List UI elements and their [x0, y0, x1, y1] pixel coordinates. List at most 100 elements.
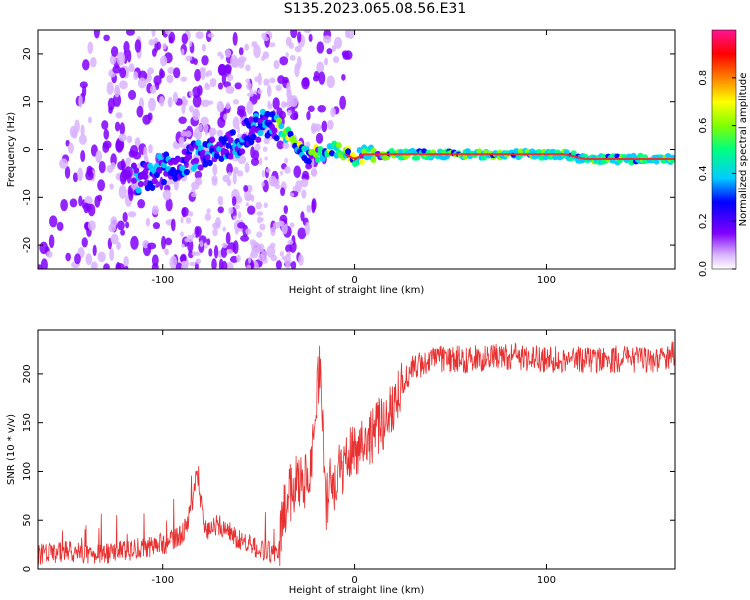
colorbar-scale: [711, 29, 737, 270]
heatmap-blob: [156, 166, 163, 174]
heatmap-blob: [274, 184, 281, 190]
heatmap-blob: [356, 147, 363, 154]
heatmap-blob: [653, 159, 660, 165]
heatmap-blob: [69, 198, 78, 208]
heatmap-blob: [120, 158, 126, 172]
heatmap-blob: [180, 76, 188, 82]
heatmap-blob: [220, 246, 228, 258]
heatmap-blob: [263, 137, 270, 145]
heatmap-blob: [189, 105, 194, 113]
heatmap-blob: [225, 231, 231, 245]
heatmap-blob: [563, 149, 570, 155]
heatmap-blob: [124, 265, 129, 269]
heatmap-blob: [164, 248, 169, 256]
heatmap-blob: [87, 41, 94, 54]
heatmap-blob: [267, 100, 271, 107]
heatmap-blob: [332, 56, 340, 64]
heatmap-blob: [345, 148, 352, 155]
heatmap-blob: [253, 44, 261, 59]
heatmap-blob: [290, 30, 298, 39]
heatmap-blob: [95, 150, 103, 164]
heatmap-blob: [187, 211, 194, 217]
heatmap-blob: [316, 41, 325, 54]
heatmap-blob: [181, 243, 185, 248]
heatmap-blob: [256, 211, 264, 216]
heatmap-blob: [318, 71, 326, 85]
y-tick-label: 50: [22, 514, 33, 527]
heatmap-blob: [181, 33, 189, 45]
heatmap-blob: [225, 85, 235, 94]
heatmap-blob: [116, 51, 126, 66]
heatmap-blob: [103, 128, 110, 140]
heatmap-blob: [227, 153, 234, 160]
heatmap-blob: [238, 47, 244, 56]
heatmap-blob: [221, 242, 228, 249]
heatmap-blob: [172, 91, 178, 104]
heatmap-blob: [264, 110, 271, 118]
heatmap-blob: [89, 56, 97, 68]
heatmap-blob: [265, 168, 271, 173]
heatmap-blob: [228, 207, 234, 215]
heatmap-blob: [78, 134, 87, 145]
heatmap-blob: [164, 237, 173, 246]
heatmap-blob: [283, 205, 288, 214]
colorbar-tick-label: 0.2: [698, 213, 709, 229]
heatmap-blob: [237, 211, 242, 220]
heatmap-blob: [87, 116, 93, 124]
heatmap-blob: [159, 68, 164, 80]
heatmap-blob: [282, 142, 290, 149]
heatmap-blob: [81, 237, 88, 248]
heatmap-blob: [285, 265, 290, 269]
heatmap-blob: [257, 243, 265, 253]
heatmap-blob: [197, 164, 204, 171]
heatmap-blob: [226, 163, 233, 175]
heatmap-blob: [114, 84, 120, 98]
heatmap-blob: [148, 143, 153, 154]
heatmap-blob: [232, 31, 238, 46]
heatmap-blob: [201, 99, 210, 108]
heatmap-blob: [200, 116, 209, 126]
heatmap-blob: [204, 243, 208, 249]
heatmap-blob: [161, 235, 167, 250]
heatmap-blob: [294, 63, 300, 78]
heatmap-blob: [202, 161, 209, 168]
heatmap-blob: [199, 240, 204, 248]
heatmap-blob: [160, 178, 167, 186]
heatmap-blob: [148, 97, 156, 112]
heatmap-blob: [323, 35, 332, 44]
heatmap-blob: [145, 217, 151, 227]
heatmap-blob: [269, 111, 276, 118]
heatmap-blob: [126, 170, 132, 184]
heatmap-blob: [147, 67, 155, 75]
heatmap-blob: [189, 90, 194, 97]
heatmap-blob: [220, 54, 224, 60]
heatmap-blob: [206, 159, 213, 167]
heatmap-blob: [275, 84, 282, 92]
heatmap-blob: [308, 33, 313, 43]
heatmap-blob: [247, 256, 252, 264]
heatmap-blob: [80, 150, 86, 162]
heatmap-blob: [192, 132, 199, 138]
heatmap-blob: [217, 116, 226, 128]
heatmap-blob: [130, 235, 139, 250]
ridge-peak-line: [344, 153, 675, 161]
heatmap-blob: [74, 119, 80, 134]
heatmap-blob: [290, 261, 297, 269]
heatmap-blob: [299, 178, 309, 188]
heatmap-blob: [258, 157, 263, 166]
heatmap-blob: [211, 258, 217, 269]
heatmap-blob: [201, 55, 209, 66]
heatmap-blob: [298, 254, 304, 266]
heatmap-blob: [335, 142, 342, 149]
heatmap-blob: [186, 153, 193, 161]
heatmap-blob: [191, 251, 197, 256]
heatmap-blob: [245, 202, 250, 207]
heatmap-blob: [236, 125, 240, 134]
heatmap-blob: [193, 162, 200, 170]
heatmap-blob: [240, 235, 250, 242]
heatmap-blob: [79, 81, 88, 89]
heatmap-blob: [263, 202, 269, 209]
heatmap-blob: [266, 245, 276, 258]
heatmap-blob: [238, 108, 245, 118]
heatmap-blob: [39, 241, 49, 255]
